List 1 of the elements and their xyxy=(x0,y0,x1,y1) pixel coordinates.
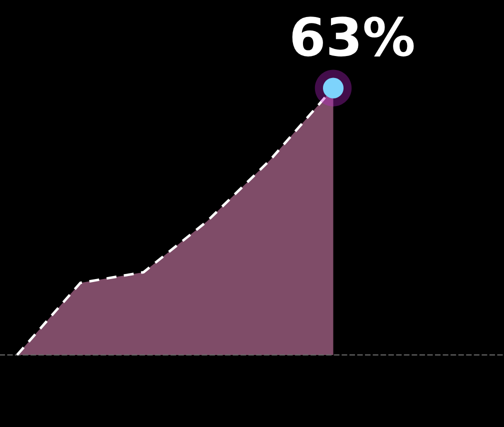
text: 63% xyxy=(292,16,414,56)
